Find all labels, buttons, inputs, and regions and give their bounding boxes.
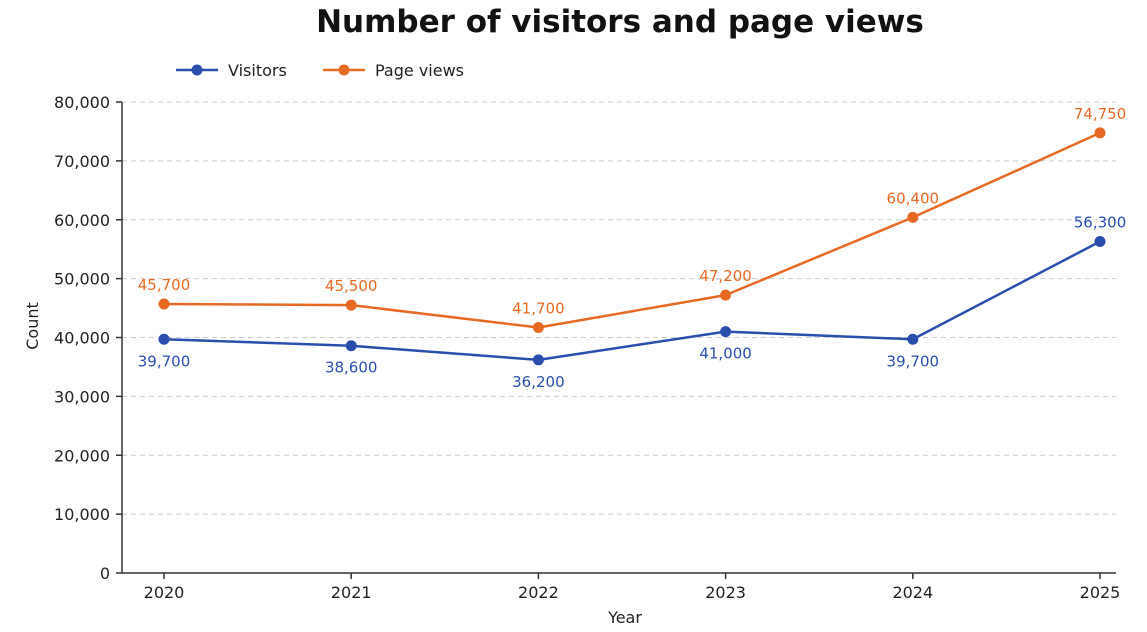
y-tick-label: 0	[100, 564, 110, 583]
visitors-data-label: 56,300	[1074, 214, 1127, 232]
y-tick-label: 50,000	[54, 270, 110, 289]
page-views-line	[163, 131, 1101, 329]
page-views-point	[158, 298, 170, 310]
visitors-point	[1094, 236, 1106, 248]
visitors-point	[907, 333, 919, 345]
y-tick-label: 80,000	[54, 93, 110, 112]
chart-title: Number of visitors and page views	[316, 4, 924, 40]
visitors-data-label: 39,700	[138, 352, 191, 370]
page-views-point	[907, 211, 919, 223]
page-views-data-label: 74,750	[1074, 105, 1127, 123]
y-tick-label: 10,000	[54, 505, 110, 524]
visitors-data-label: 39,700	[887, 352, 940, 370]
page-views-data-label: 45,700	[138, 276, 191, 294]
y-tick-label: 60,000	[54, 211, 110, 230]
x-tick-label: 2025	[1080, 583, 1121, 602]
gridlines	[122, 101, 1116, 515]
y-axis-ticks: 0 10,000 20,000 30,000 40,000 50,000 60,000 70,…	[54, 93, 122, 583]
page-views-point	[1094, 127, 1106, 139]
visitors-point	[345, 340, 357, 352]
y-tick-label: 40,000	[54, 329, 110, 348]
legend-item-visitors: Visitors	[176, 61, 287, 80]
x-tick-label: 2024	[892, 583, 933, 602]
page-views-point	[720, 289, 732, 301]
legend-swatch-marker	[191, 64, 203, 76]
x-tick-label: 2023	[705, 583, 746, 602]
y-tick-label: 30,000	[54, 387, 110, 406]
x-axis-ticks: 2020 2021 2022 2023 2024 2025	[144, 573, 1121, 602]
page-views-point	[345, 299, 357, 311]
visitors-point	[532, 354, 544, 366]
visitors-data-label: 41,000	[699, 345, 752, 363]
page-views-point	[532, 321, 544, 333]
legend-label: Page views	[375, 61, 464, 80]
x-tick-label: 2020	[144, 583, 185, 602]
visitors-line	[163, 240, 1101, 362]
data-labels: 39,700 38,600 36,200 41,000 39,700 56,300 45,7…	[138, 105, 1127, 391]
legend-item-page-views: Page views	[323, 61, 464, 80]
visitors-point	[158, 333, 170, 345]
legend-swatch-marker	[338, 64, 350, 76]
legend: Visitors Page views	[176, 61, 464, 80]
visitors-data-label: 38,600	[325, 359, 378, 377]
y-axis-title: Count	[23, 302, 42, 350]
y-tick-label: 70,000	[54, 152, 110, 171]
page-views-data-label: 41,700	[512, 299, 565, 317]
page-views-data-label: 60,400	[887, 189, 940, 207]
page-views-data-label: 45,500	[325, 277, 378, 295]
legend-label: Visitors	[228, 61, 287, 80]
visitors-data-label: 36,200	[512, 373, 565, 391]
x-tick-label: 2022	[518, 583, 559, 602]
x-axis-title: Year	[607, 608, 642, 627]
visitors-point	[720, 326, 732, 338]
series	[158, 127, 1106, 366]
page-views-data-label: 47,200	[699, 267, 752, 285]
y-tick-label: 20,000	[54, 446, 110, 465]
x-tick-label: 2021	[331, 583, 372, 602]
